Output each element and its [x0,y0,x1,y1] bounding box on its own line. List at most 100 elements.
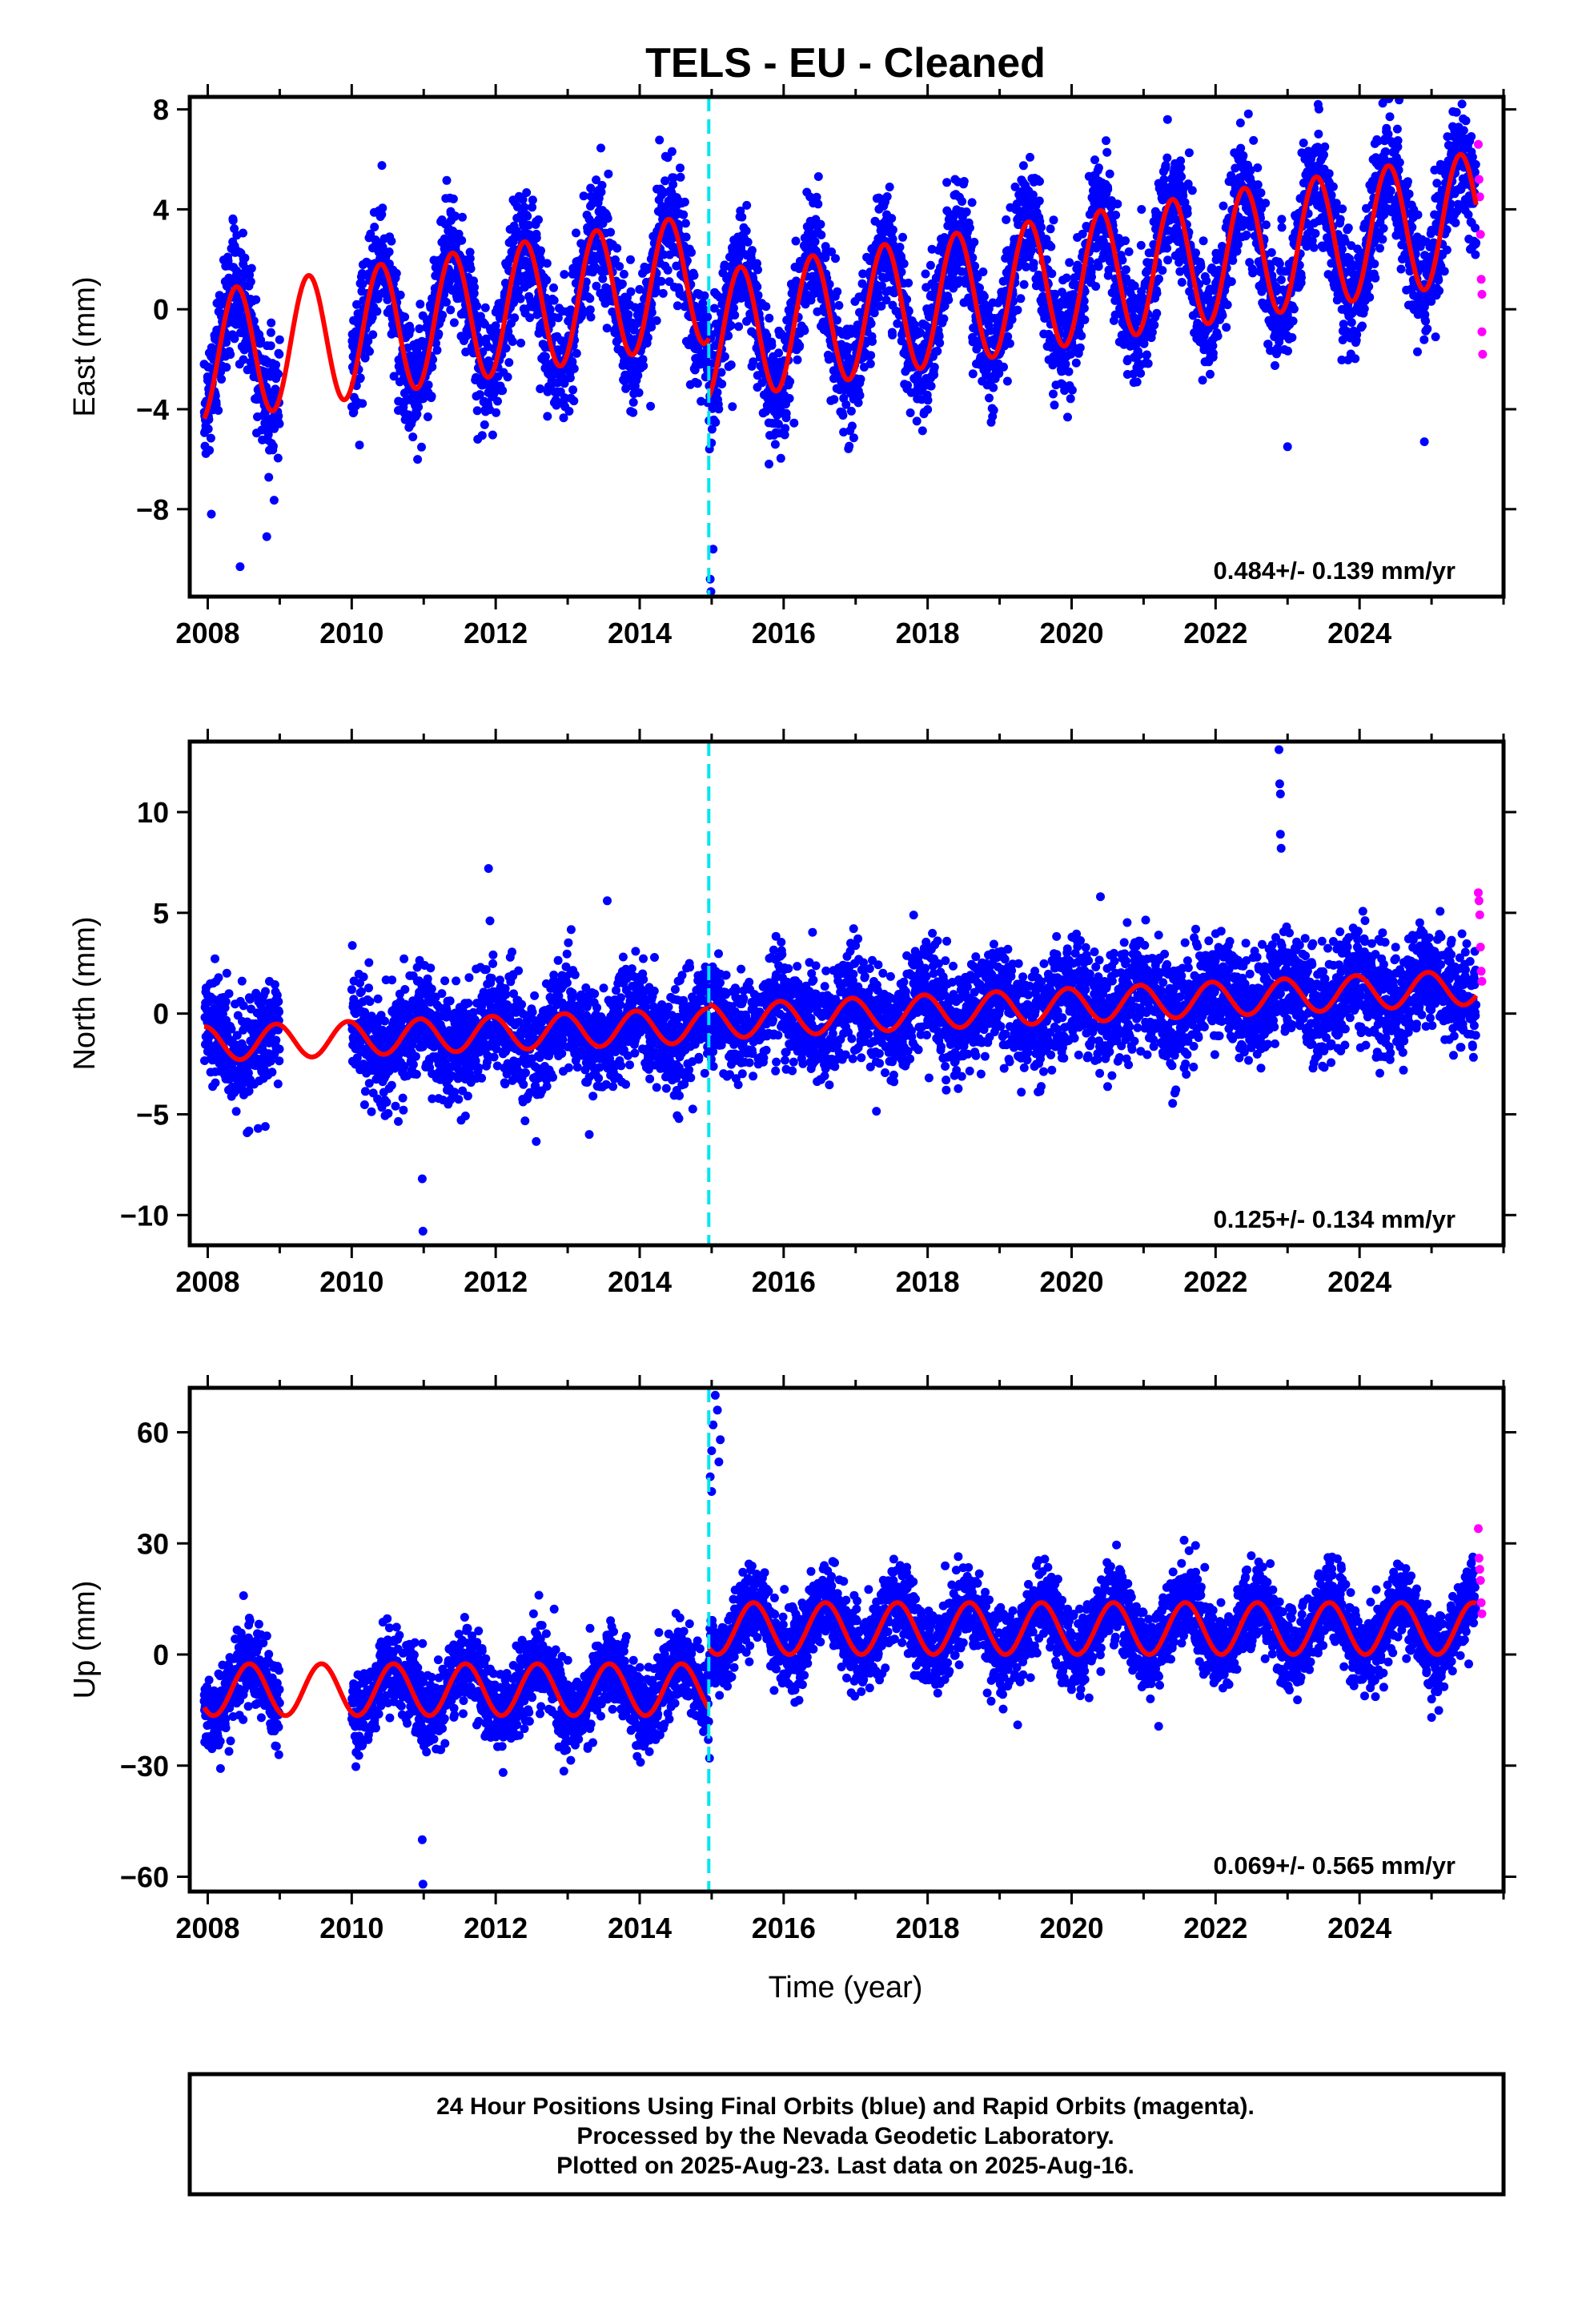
final-orbit-point [442,297,451,307]
final-orbit-point [902,295,912,304]
final-orbit-point [888,225,897,235]
final-orbit-point [240,253,250,263]
final-orbit-point [1162,115,1172,124]
final-orbit-point [1314,129,1323,139]
final-orbit-point [536,255,545,263]
final-orbit-point [504,358,514,368]
final-orbit-point [592,281,601,291]
final-orbit-point [572,228,580,238]
final-orbit-point [877,281,886,291]
final-orbit-point [611,255,620,264]
final-orbit-point [663,265,673,275]
final-orbit-point [572,348,581,358]
final-orbit-point [917,384,927,394]
final-orbit-point [762,331,772,340]
final-orbit-point [1378,235,1387,244]
final-orbit-point [1103,185,1113,194]
final-orbit-point [687,247,696,257]
final-orbit-point [1049,215,1058,225]
final-orbit-point [999,362,1008,372]
final-orbit-point [921,269,930,279]
final-orbit-point [596,187,606,197]
final-orbit-point [448,194,458,203]
final-orbit-point [978,267,988,276]
final-orbit-point [534,215,543,224]
final-orbit-point [933,347,942,356]
final-orbit-point [1206,369,1215,379]
final-orbit-point [833,316,841,325]
final-orbit-point [834,300,844,310]
final-orbit-point [1320,142,1330,151]
final-orbit-point [214,406,223,415]
final-orbit-point [559,413,568,423]
final-orbit-point [528,195,537,205]
final-orbit-point [560,379,569,388]
final-orbit-point [1067,385,1077,395]
final-orbit-point [1010,182,1020,191]
final-orbit-point [916,328,926,338]
final-orbit-point [267,318,276,328]
final-orbit-point [1154,274,1163,283]
final-orbit-point [275,349,284,359]
final-orbit-point [841,400,851,409]
final-orbit-point [647,322,656,332]
final-orbit-point [449,318,459,328]
final-orbit-point [959,177,969,186]
final-orbit-point [203,424,213,434]
final-orbit-point [847,421,857,431]
final-orbit-point [893,319,902,328]
final-orbit-point [1062,273,1071,283]
final-orbit-point [446,305,456,315]
final-orbit-point [508,337,517,346]
chart-title: TELS - EU - Cleaned [645,40,1046,86]
final-orbit-point [817,230,826,239]
final-orbit-point [522,188,532,197]
final-orbit-point [378,242,387,251]
final-orbit-point [912,416,921,426]
final-orbit-point [1249,135,1259,145]
final-orbit-point [238,274,247,283]
final-orbit-point [245,270,255,279]
final-orbit-point [585,294,595,304]
final-orbit-point [935,338,945,348]
final-orbit-point [1026,152,1034,162]
final-orbit-point [472,301,482,311]
final-orbit-point [617,279,627,288]
final-orbit-point [251,295,261,304]
final-orbit-point [1371,273,1380,283]
final-orbit-point [1208,348,1218,358]
final-orbit-point [923,404,933,414]
final-orbit-point [857,279,867,288]
final-orbit-point [391,268,401,278]
final-orbit-point [734,322,744,332]
final-orbit-point [1050,400,1059,410]
final-orbit-point [707,424,717,434]
final-orbit-point [396,290,405,300]
final-orbit-point [1184,148,1194,158]
final-orbit-point [1359,304,1369,313]
final-orbit-point [1049,389,1058,399]
final-orbit-point [1124,247,1134,256]
final-orbit-point [1218,311,1227,320]
final-orbit-point [480,303,490,312]
final-orbit-point [1176,163,1186,172]
final-orbit-point [1375,243,1384,253]
final-orbit-point [661,176,670,186]
east-plot-area [199,97,1488,597]
final-orbit-point [813,199,823,209]
final-orbit-point [821,253,830,263]
final-orbit-point [466,264,476,273]
final-orbit-point [1277,215,1287,224]
final-orbit-point [869,308,879,318]
final-orbit-point [470,283,479,292]
final-orbit-point [387,236,396,246]
final-orbit-point [1267,247,1276,257]
final-orbit-point [930,363,939,372]
final-orbit-point [1142,350,1151,360]
final-orbit-point [465,254,475,263]
final-orbit-point [602,324,612,333]
final-orbit-point [743,237,753,247]
final-orbit-point [1277,223,1287,232]
final-orbit-point [275,419,284,428]
final-orbit-point [628,397,638,407]
